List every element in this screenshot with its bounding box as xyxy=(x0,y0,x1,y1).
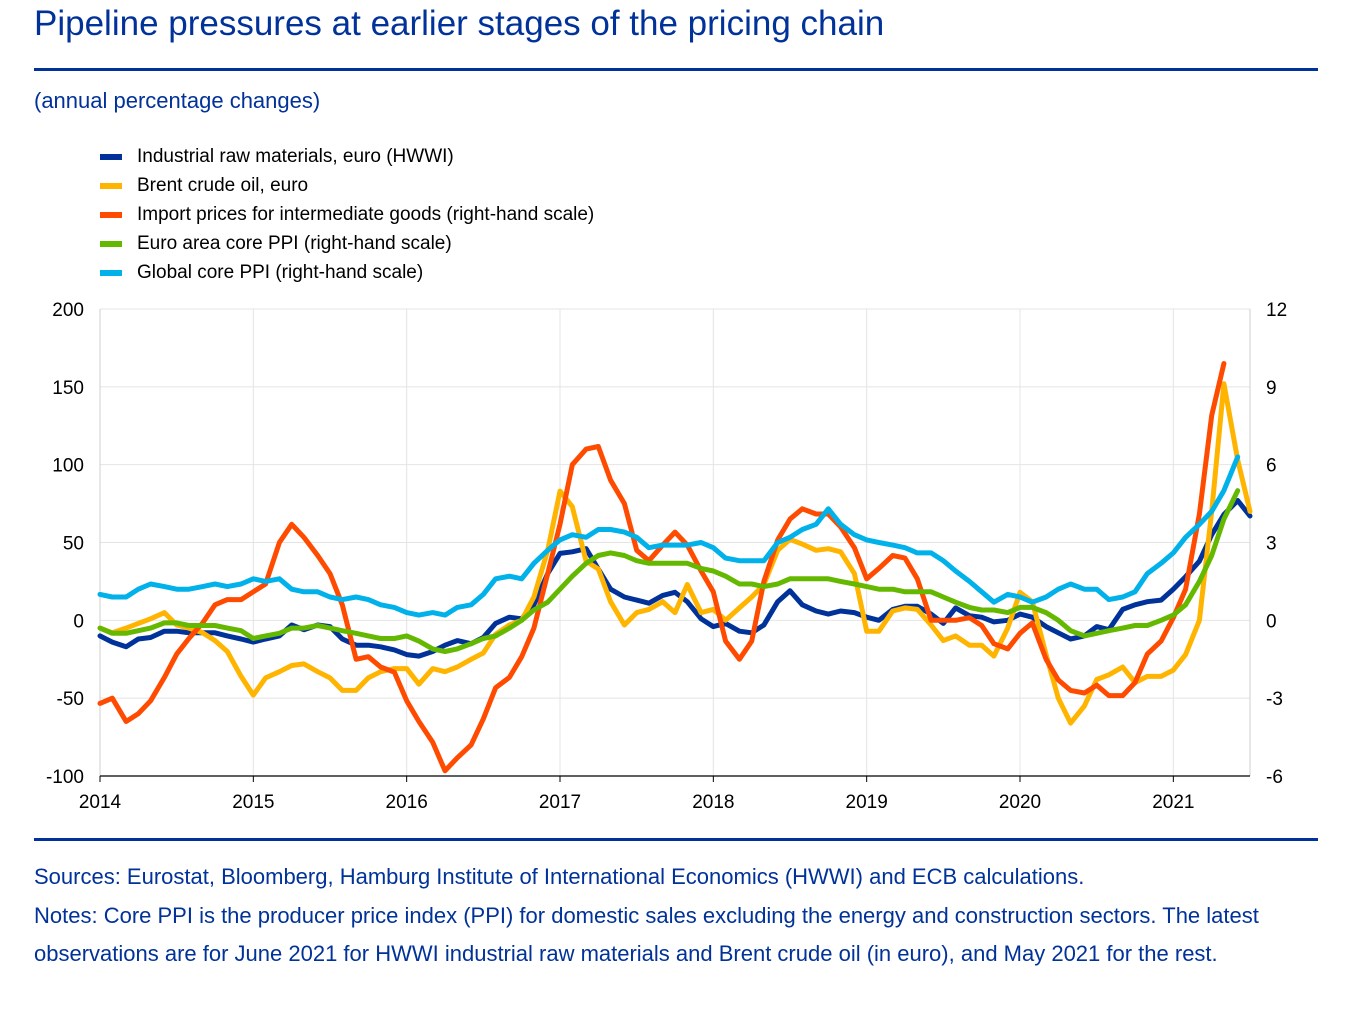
series-line-3 xyxy=(97,361,1227,774)
x-tick-label: 2017 xyxy=(539,792,581,813)
x-tick-label: 2018 xyxy=(692,792,734,813)
legend-item: Brent crude oil, euro xyxy=(100,171,594,200)
notes-text: Notes: Core PPI is the producer price in… xyxy=(34,902,1259,967)
y-left-tick-label: 150 xyxy=(52,378,84,399)
chart-title: Pipeline pressures at earlier stages of … xyxy=(34,4,885,43)
legend-swatch xyxy=(100,182,122,189)
chart-legend: Industrial raw materials, euro (HWWI) Bre… xyxy=(100,142,594,287)
series-line-1 xyxy=(97,498,1253,659)
x-tick-label: 2014 xyxy=(79,792,122,813)
y-right-tick-label: 12 xyxy=(1266,300,1287,321)
legend-swatch xyxy=(100,211,122,218)
series-line-2 xyxy=(97,381,1253,726)
series-line-5 xyxy=(97,454,1241,618)
legend-item: Global core PPI (right-hand scale) xyxy=(100,258,594,287)
legend-swatch xyxy=(100,153,122,160)
legend-item: Industrial raw materials, euro (HWWI) xyxy=(100,142,594,171)
line-chart: 200 150 100 50 0 -50 -100 12 9 6 3 0 -3 -6 2014 2015 201… xyxy=(46,300,1287,813)
legend-label: Industrial raw materials, euro (HWWI) xyxy=(137,145,454,167)
legend-swatch xyxy=(100,269,122,276)
footer-divider xyxy=(34,838,1318,841)
legend-label: Euro area core PPI (right-hand scale) xyxy=(137,232,452,254)
y-right-tick-label: 0 xyxy=(1266,611,1277,632)
x-tick-label: 2021 xyxy=(1152,792,1194,813)
y-right-tick-label: 9 xyxy=(1266,378,1277,399)
x-tick-label: 2016 xyxy=(386,792,428,813)
x-tick-label: 2015 xyxy=(232,792,274,813)
legend-swatch xyxy=(100,240,122,247)
legend-item: Euro area core PPI (right-hand scale) xyxy=(100,229,594,258)
y-right-tick-label: 3 xyxy=(1266,534,1277,555)
x-tick-label: 2020 xyxy=(999,792,1041,813)
y-right-tick-label: -3 xyxy=(1266,689,1283,710)
chart-notes: Sources: Eurostat, Bloomberg, Hamburg In… xyxy=(34,858,1324,974)
y-left-tick-label: 200 xyxy=(52,300,84,321)
y-left-tick-label: 0 xyxy=(73,611,84,632)
x-tick-label: 2019 xyxy=(846,792,888,813)
legend-item: Import prices for intermediate goods (ri… xyxy=(100,200,594,229)
chart-subtitle: (annual percentage changes) xyxy=(34,88,321,113)
sources-text: Sources: Eurostat, Bloomberg, Hamburg In… xyxy=(34,864,1085,889)
y-right-tick-label: -6 xyxy=(1266,767,1283,788)
series-line-4 xyxy=(97,488,1241,654)
legend-label: Global core PPI (right-hand scale) xyxy=(137,261,424,283)
y-left-tick-label: -100 xyxy=(46,767,84,788)
y-left-tick-label: 100 xyxy=(52,456,84,477)
y-right-tick-label: 6 xyxy=(1266,456,1277,477)
legend-label: Import prices for intermediate goods (ri… xyxy=(137,203,595,225)
legend-label: Brent crude oil, euro xyxy=(137,174,309,196)
y-left-tick-label: 50 xyxy=(63,534,84,555)
title-divider xyxy=(34,68,1318,71)
y-left-tick-label: -50 xyxy=(57,689,84,710)
